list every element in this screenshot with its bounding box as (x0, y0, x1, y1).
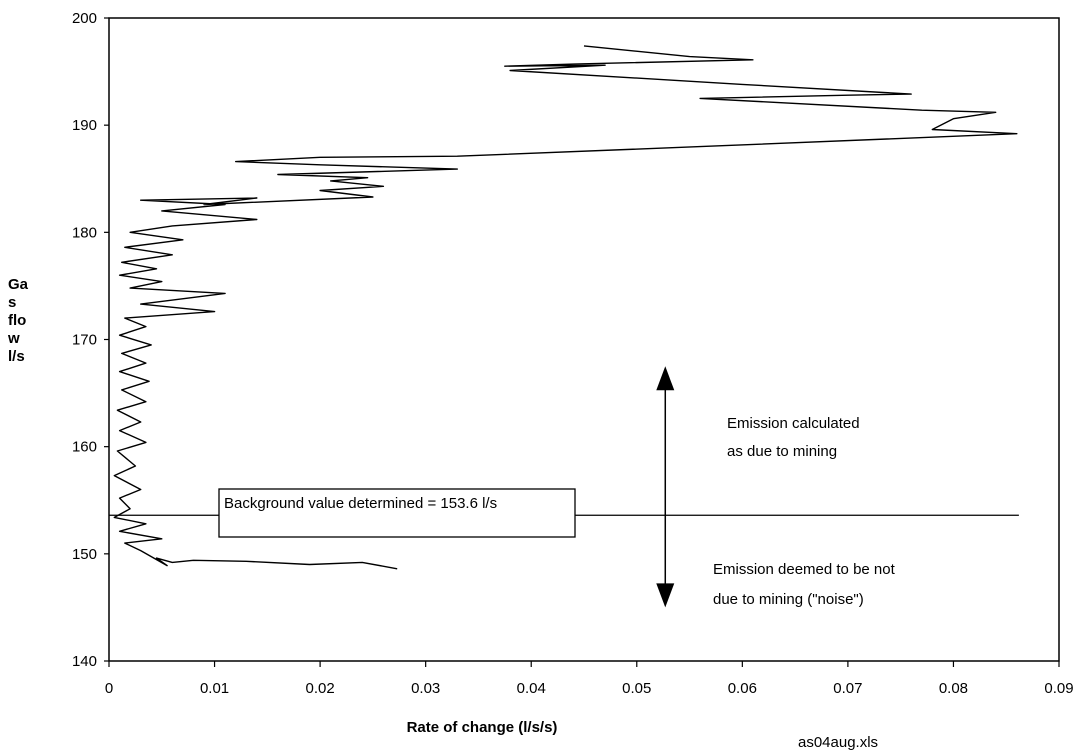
y-tick-label: 150 (72, 546, 97, 563)
x-tick-label: 0.01 (200, 680, 229, 697)
y-tick-label: 160 (72, 439, 97, 456)
y-tick-label: 140 (72, 653, 97, 670)
series-layer (113, 45, 1018, 570)
y-axis-title-line: Ga (8, 276, 29, 293)
y-tick-label: 180 (72, 224, 97, 241)
x-tick-label: 0 (105, 680, 113, 697)
annotation-above-line1: Emission calculated (727, 415, 860, 432)
annotation-below-line2: due to mining ("noise") (713, 591, 864, 608)
source-filename: as04aug.xls (798, 734, 879, 751)
x-axis-title: Rate of change (l/s/s) (407, 719, 558, 736)
plot-area (108, 17, 1060, 662)
x-tick-label: 0.05 (622, 680, 651, 697)
x-axis: 0 0.01 0.02 0.03 0.04 0.05 0.06 0.07 0.08 0.09 (105, 661, 1074, 697)
y-axis-title-line: l/s (8, 348, 25, 365)
y-axis-title: Ga s flo w l/s (8, 276, 48, 366)
annotation-above-line2: as due to mining (727, 443, 837, 460)
series-line (113, 45, 1018, 570)
background-value-label: Background value determined = 153.6 l/s (224, 495, 497, 512)
annotation-below-line1: Emission deemed to be not (713, 561, 896, 578)
y-tick-label: 170 (72, 332, 97, 349)
x-tick-label: 0.08 (939, 680, 968, 697)
y-tick-label: 200 (72, 10, 97, 27)
x-tick-label: 0.04 (517, 680, 546, 697)
overlay-layer: Background value determined = 153.6 l/s E… (109, 366, 1019, 608)
x-tick-label: 0.03 (411, 680, 440, 697)
x-tick-label: 0.06 (728, 680, 757, 697)
arrow-up-head (656, 366, 675, 391)
y-axis-title-line: flo (8, 312, 27, 329)
background-value-box (218, 488, 576, 538)
y-axis-title-line: s (8, 294, 17, 311)
y-tick-label: 190 (72, 117, 97, 134)
y-axis: 140 150 160 170 180 190 200 (72, 10, 109, 670)
x-tick-label: 0.09 (1044, 680, 1073, 697)
y-axis-title-line: w (8, 330, 20, 347)
x-tick-label: 0.02 (306, 680, 335, 697)
x-tick-label: 0.07 (833, 680, 862, 697)
arrow-down-head (656, 583, 675, 608)
